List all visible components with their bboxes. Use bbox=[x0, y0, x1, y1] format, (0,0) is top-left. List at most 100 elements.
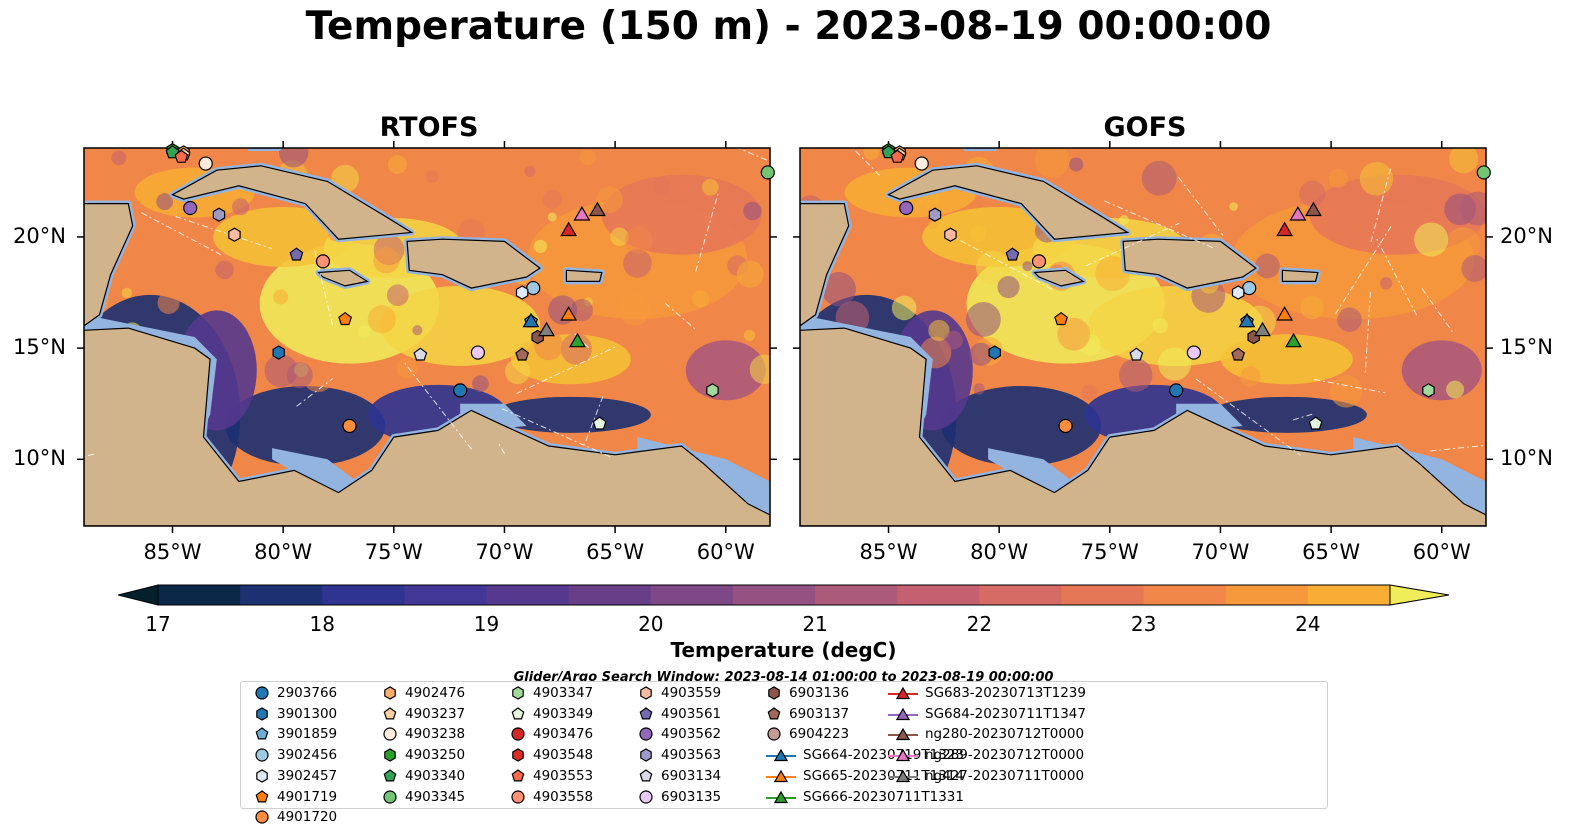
glider-marker bbox=[538, 321, 555, 337]
legend-marker-icon bbox=[639, 769, 653, 782]
legend-marker-icon bbox=[768, 686, 780, 700]
platform-marker bbox=[515, 285, 529, 300]
colorbar-segment bbox=[486, 585, 570, 605]
legend-item: 4902476 bbox=[381, 684, 465, 702]
legend-marker-icon bbox=[888, 707, 918, 720]
legend-item: 4901719 bbox=[253, 788, 337, 806]
glider-marker bbox=[522, 312, 540, 328]
colorbar-label: Temperature (degC) bbox=[670, 638, 897, 662]
y-tick-label: 20°N bbox=[1500, 223, 1553, 248]
legend-glider-marker bbox=[895, 748, 911, 762]
platform-marker bbox=[1476, 165, 1491, 180]
y-tick-label: 15°N bbox=[13, 335, 66, 360]
platform-marker bbox=[515, 347, 530, 361]
legend-label: 4903250 bbox=[405, 747, 466, 764]
legend-platform-marker bbox=[255, 789, 269, 802]
platform-marker bbox=[174, 149, 189, 163]
legend-platform-marker bbox=[383, 769, 397, 782]
legend-marker-icon bbox=[512, 748, 524, 762]
colorbar-segment bbox=[732, 585, 816, 605]
legend-platform-marker bbox=[767, 706, 781, 720]
legend-marker-icon bbox=[255, 748, 269, 762]
legend-platform-marker bbox=[511, 789, 525, 804]
colorbar-segment bbox=[979, 585, 1062, 605]
platform-legend: 2903766 3901300 3901859 3902456 3902457 49017… bbox=[240, 681, 1328, 825]
legend-marker-icon bbox=[511, 789, 525, 804]
legend-label: 4903476 bbox=[533, 726, 594, 743]
legend-marker-icon bbox=[639, 706, 653, 720]
colorbar-tick-label: 21 bbox=[802, 612, 828, 636]
platform-marker bbox=[289, 247, 304, 261]
legend-label: 3902457 bbox=[277, 767, 338, 784]
colorbar-segment bbox=[158, 585, 241, 605]
platform-marker bbox=[944, 227, 957, 242]
platform-marker bbox=[1308, 416, 1323, 430]
colorbar-segment bbox=[322, 585, 405, 605]
legend-item: 4903476 bbox=[509, 725, 593, 743]
legend-platform-marker bbox=[512, 748, 524, 762]
x-tick-label: 80°W bbox=[970, 540, 1029, 564]
platform-marker bbox=[1169, 383, 1184, 398]
glider-marker bbox=[1238, 312, 1256, 328]
legend-label: SG664-20230719T1323 bbox=[803, 747, 964, 764]
legend-item: 6903137 bbox=[765, 705, 849, 723]
legend-platform-marker bbox=[383, 727, 397, 741]
legend-item: 4901720 bbox=[253, 808, 337, 826]
legend-label: 4901720 bbox=[277, 809, 338, 826]
legend-label: 3901300 bbox=[277, 705, 338, 722]
legend-label: 6903136 bbox=[789, 685, 850, 701]
platform-marker bbox=[760, 165, 775, 180]
colorbar-tick-label: 24 bbox=[1295, 612, 1321, 636]
legend-item: 6903136 bbox=[765, 684, 849, 702]
colorbar-extend-max bbox=[1389, 584, 1450, 606]
colorbar-segment bbox=[1061, 585, 1145, 605]
legend-item: 4903250 bbox=[381, 746, 465, 764]
legend-label: 6903137 bbox=[789, 705, 850, 722]
platform-marker bbox=[1422, 383, 1435, 398]
legend-marker-icon bbox=[888, 769, 918, 782]
legend-label: SG683-20230713T1239 bbox=[925, 685, 1086, 701]
legend-platform-marker bbox=[255, 810, 269, 824]
legend-label: 6903134 bbox=[661, 767, 722, 784]
legend-item: 2903766 bbox=[253, 684, 337, 702]
legend-marker-icon bbox=[384, 686, 396, 700]
platform-marker bbox=[315, 254, 331, 269]
legend-platform-marker bbox=[255, 748, 269, 762]
y-tick-label: 10°N bbox=[13, 446, 66, 471]
x-tick-label: 75°W bbox=[1080, 540, 1139, 564]
legend-item: SG683-20230713T1239 bbox=[887, 684, 1086, 702]
legend-label: SG684-20230711T1347 bbox=[925, 705, 1086, 722]
legend-glider-marker bbox=[895, 728, 911, 741]
legend-platform-marker bbox=[255, 727, 269, 740]
platform-marker bbox=[470, 345, 485, 360]
legend-marker-icon bbox=[383, 769, 397, 782]
legend-marker-icon bbox=[511, 769, 525, 782]
platform-marker bbox=[1129, 347, 1144, 361]
colorbar-segment bbox=[897, 585, 980, 605]
legend-glider-marker bbox=[773, 748, 789, 762]
legend-label: ng289-20230712T0000 bbox=[925, 747, 1085, 764]
colorbar bbox=[118, 584, 1450, 606]
legend-marker-icon bbox=[888, 686, 918, 700]
legend-item: 4903238 bbox=[381, 725, 465, 743]
y-tick-label: 10°N bbox=[1500, 446, 1553, 471]
legend-label: ng280-20230712T0000 bbox=[925, 726, 1085, 743]
legend-glider-marker bbox=[895, 686, 911, 700]
legend-label: ng427-20230711T0000 bbox=[925, 767, 1085, 784]
legend-item: SG666-20230711T1331 bbox=[765, 788, 964, 806]
legend-item: SG684-20230711T1347 bbox=[887, 705, 1086, 723]
colorbar-tick-label: 19 bbox=[473, 612, 500, 636]
legend-item: 4903563 bbox=[637, 746, 721, 764]
legend-marker-icon bbox=[511, 706, 525, 720]
legend-marker-icon bbox=[255, 789, 269, 802]
legend-platform-marker bbox=[640, 686, 652, 700]
glider-marker bbox=[569, 332, 586, 348]
legend-label: 4903553 bbox=[533, 767, 594, 784]
colorbar-tick-label: 17 bbox=[145, 612, 171, 636]
legend-platform-marker bbox=[512, 686, 524, 700]
legend-marker-icon bbox=[767, 706, 781, 720]
platform-marker bbox=[1058, 418, 1073, 434]
x-tick-label: 60°W bbox=[696, 540, 755, 564]
rtofs-map bbox=[77, 141, 777, 533]
colorbar-tick-label: 23 bbox=[1130, 612, 1157, 636]
